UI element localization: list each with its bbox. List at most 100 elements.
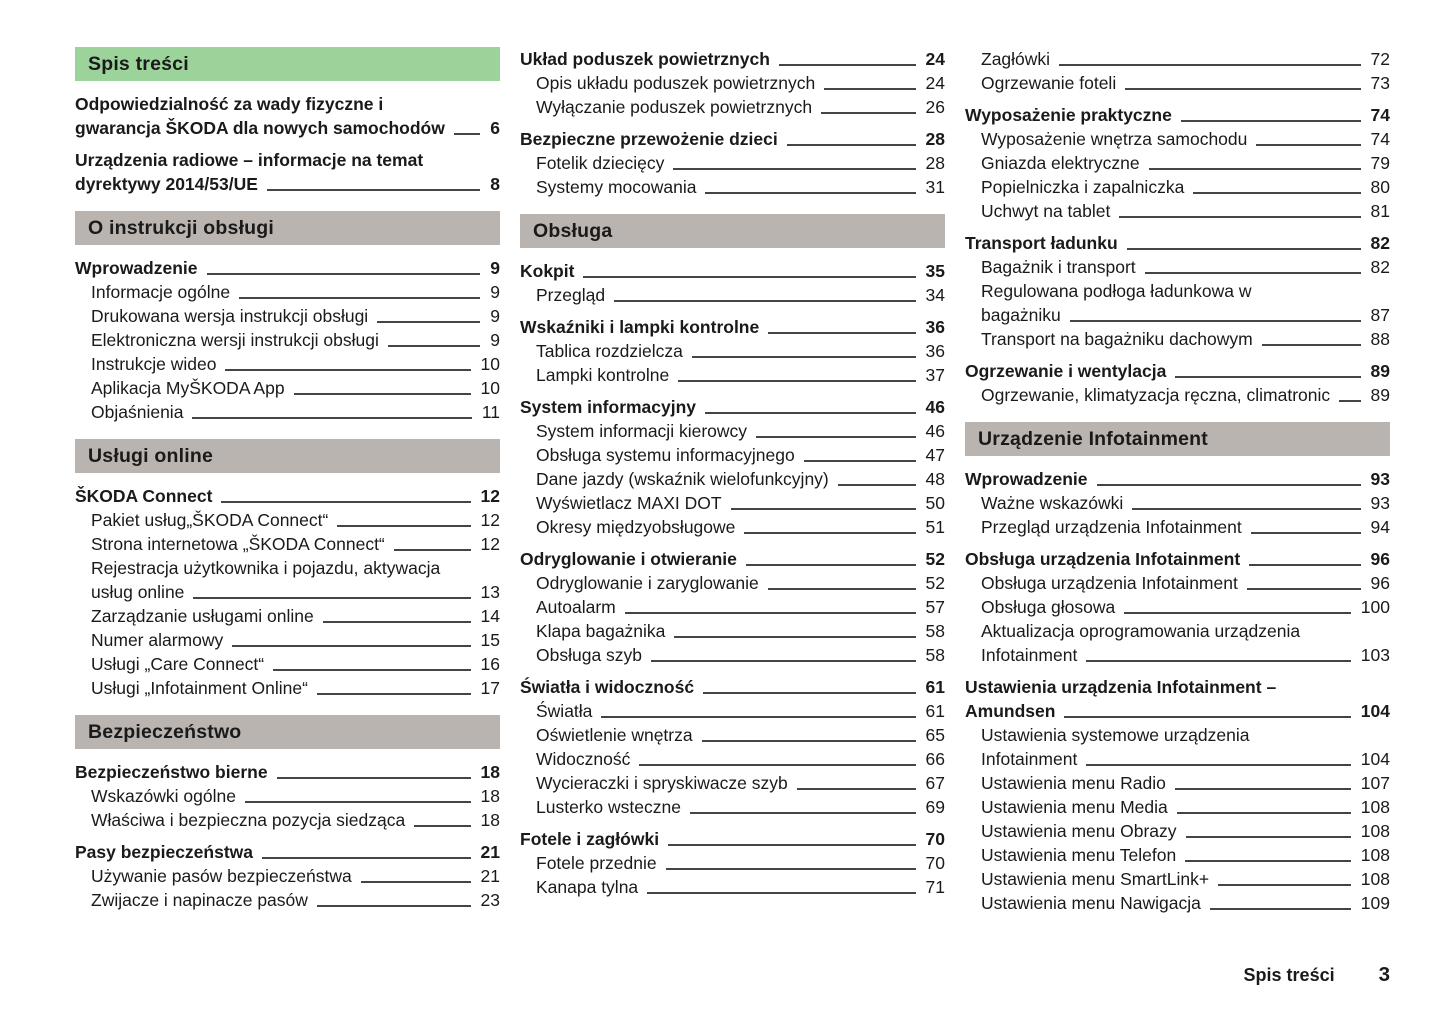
- toc-entry-row: Infotainment 104: [981, 747, 1390, 771]
- toc-entry-text: Ustawienia menu Media: [981, 797, 1168, 817]
- leader-line: [767, 588, 916, 590]
- page-number: 74: [1370, 105, 1390, 125]
- toc-entry-text: System informacyjny: [520, 397, 697, 417]
- toc-sub-entry: Drukowana wersja instrukcji obsługi 9: [75, 304, 500, 328]
- toc-group-entry: Bezpieczne przewożenie dzieci 28: [520, 127, 945, 151]
- leader-line: [1148, 168, 1361, 170]
- toc-group-entry: Transport ładunku 82: [965, 231, 1390, 255]
- toc-group-entry: Obsługa urządzenia Infotainment 96: [965, 547, 1390, 571]
- toc-sub-entry: Okresy międzyobsługowe 51: [520, 515, 945, 539]
- leader-line: [705, 412, 916, 414]
- toc-sub-entry: Zagłówki 72: [965, 47, 1390, 71]
- page-number: 11: [481, 402, 500, 422]
- leader-line: [624, 612, 916, 614]
- toc-entry-text: Ustawienia systemowe urządzenia: [981, 725, 1250, 745]
- leader-line: [293, 393, 471, 395]
- toc-entry-text: Lampki kontrolne: [536, 365, 670, 385]
- toc-sub-entry: Klapa bagażnika 58: [520, 619, 945, 643]
- page-number: 12: [480, 486, 500, 506]
- leader-line: [701, 740, 916, 742]
- page-number: 93: [1370, 469, 1390, 489]
- toc-group-entry: Bezpieczeństwo bierne 18: [75, 760, 500, 784]
- toc-sub-entry: Ustawienia menu Telefon 108: [965, 843, 1390, 867]
- toc-entry-text: Zarządzanie usługami online: [91, 606, 314, 626]
- toc-group-entry: Ustawienia urządzenia Infotainment – Amun…: [965, 675, 1390, 723]
- toc-group-entry: Wprowadzenie 93: [965, 467, 1390, 491]
- toc-entry-row: Systemy mocowania 31: [536, 175, 945, 199]
- page-number: 94: [1370, 517, 1390, 537]
- toc-entry-text: Odryglowanie i otwieranie: [520, 549, 737, 569]
- page-number: 17: [480, 678, 500, 698]
- toc-entry-row: Fotele i zagłówki 70: [520, 827, 945, 851]
- toc-entry-text: dyrektywy 2014/53/UE: [75, 174, 258, 194]
- toc-sub-entry: Obsługa systemu informacyjnego 47: [520, 443, 945, 467]
- page-number: 65: [925, 725, 945, 745]
- leader-line: [262, 857, 471, 859]
- leader-line: [1064, 716, 1351, 718]
- page-number: 57: [925, 597, 945, 617]
- section-header: Obsługa: [520, 214, 945, 248]
- toc-entry-text: Strona internetowa „ŠKODA Connect“: [91, 534, 385, 554]
- page-number: 61: [925, 677, 945, 697]
- toc-entry-row: Okresy międzyobsługowe 51: [536, 515, 945, 539]
- toc-entry-text: Elektroniczna wersji instrukcji obsługi: [91, 330, 379, 350]
- toc-group-entry: System informacyjny 46: [520, 395, 945, 419]
- page-number: 96: [1370, 549, 1390, 569]
- page-number: 61: [925, 701, 945, 721]
- toc-entry-text: Obsługa urządzenia Infotainment: [965, 549, 1241, 569]
- toc-entry-text: Wyposażenie wnętrza samochodu: [981, 129, 1248, 149]
- toc-entry-text: Właściwa i bezpieczna pozycja siedząca: [91, 810, 406, 830]
- toc-entry-text: Numer alarmowy: [91, 630, 224, 650]
- toc-entry-row: Opis układu poduszek powietrznych 24: [536, 71, 945, 95]
- toc-sub-entry: Strona internetowa „ŠKODA Connect“ 12: [75, 532, 500, 556]
- toc-entry-text: Światła: [536, 701, 593, 721]
- page-number: 58: [925, 645, 945, 665]
- toc-entry-row: Transport ładunku 82: [965, 231, 1390, 255]
- toc-entry-text: Układ poduszek powietrznych: [520, 49, 770, 69]
- toc-entry-row: Ustawienia menu SmartLink+ 108: [981, 867, 1390, 891]
- toc-entry-row: System informacji kierowcy 46: [536, 419, 945, 443]
- toc-entry-row: Kanapa tylna 71: [536, 875, 945, 899]
- toc-entry-text: usług online: [91, 582, 185, 602]
- toc-entry-text: Informacje ogólne: [91, 282, 231, 302]
- page-number: 74: [1370, 129, 1390, 149]
- page-number: 36: [925, 341, 945, 361]
- toc-entry-text: Ustawienia menu SmartLink+: [981, 869, 1210, 889]
- toc-entry-text: Obsługa głosowa: [981, 597, 1116, 617]
- toc-entry-row: System informacyjny 46: [520, 395, 945, 419]
- leader-line: [1132, 508, 1361, 510]
- page-number: 28: [925, 153, 945, 173]
- leader-line: [266, 189, 481, 191]
- toc-entry-row: dyrektywy 2014/53/UE 8: [75, 172, 500, 196]
- leader-line: [1176, 812, 1351, 814]
- toc-entry-row: usług online 13: [91, 580, 500, 604]
- toc-entry-row: Wskaźniki i lampki kontrolne 36: [520, 315, 945, 339]
- leader-line: [1209, 908, 1351, 910]
- toc-entry-row: Właściwa i bezpieczna pozycja siedząca 18: [91, 808, 500, 832]
- toc-group-entry: Ogrzewanie i wentylacja 89: [965, 359, 1390, 383]
- leader-line: [1124, 612, 1351, 614]
- page-number: 66: [925, 749, 945, 769]
- section-header-label: Spis treści: [88, 52, 189, 75]
- leader-line: [768, 332, 916, 334]
- toc-entry-row: Wycieraczki i spryskiwacze szyb 67: [536, 771, 945, 795]
- section-header-label: Bezpieczeństwo: [88, 720, 242, 743]
- page-number: 96: [1370, 573, 1390, 593]
- toc-entry-text: Wskaźniki i lampki kontrolne: [520, 317, 760, 337]
- leader-line: [244, 801, 471, 803]
- toc-sub-entry: Zarządzanie usługami online 14: [75, 604, 500, 628]
- leader-line: [601, 716, 916, 718]
- toc-entry-text: Oświetlenie wnętrza: [536, 725, 693, 745]
- toc-entry-text: Wycieraczki i spryskiwacze szyb: [536, 773, 788, 793]
- toc-entry-row: Bezpieczeństwo bierne 18: [75, 760, 500, 784]
- page-number: 18: [480, 786, 500, 806]
- toc-group-entry: Światła i widoczność 61: [520, 675, 945, 699]
- page-number: 108: [1360, 821, 1390, 841]
- page-number: 108: [1360, 869, 1390, 889]
- page-number: 34: [925, 285, 945, 305]
- toc-entry-text: Systemy mocowania: [536, 177, 697, 197]
- leader-line: [1175, 376, 1361, 378]
- toc-sub-entry: Fotele przednie 70: [520, 851, 945, 875]
- page-number: 72: [1370, 49, 1390, 69]
- toc-entry-row: Obsługa systemu informacyjnego 47: [536, 443, 945, 467]
